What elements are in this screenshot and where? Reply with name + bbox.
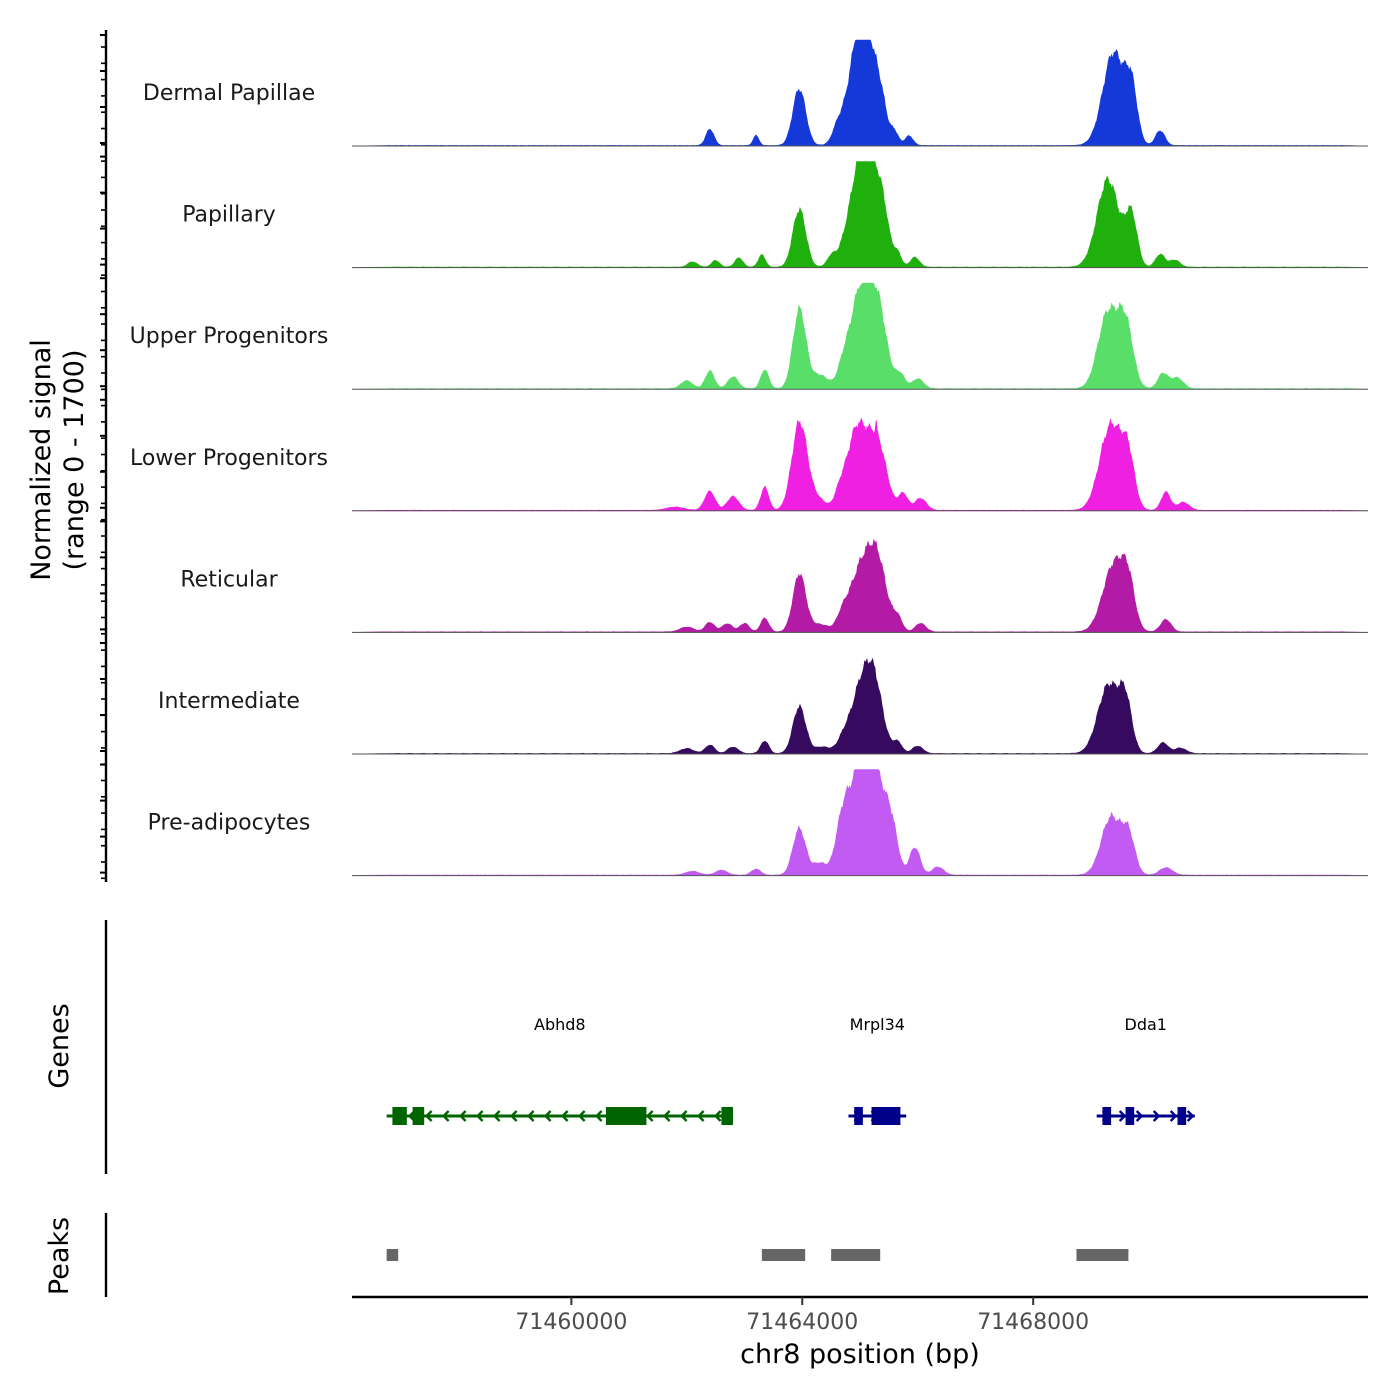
exon (1177, 1107, 1187, 1125)
track-labels: Dermal Papillae Papillary Upper Progenitor… (130, 81, 329, 836)
track-label: Reticular (180, 567, 278, 592)
genes-axis-title: Genes (44, 1003, 75, 1088)
track-label: Lower Progenitors (130, 446, 328, 471)
signal-area (351, 282, 1369, 390)
gene-label: Dda1 (1125, 1015, 1167, 1034)
peak-region (1076, 1249, 1129, 1261)
track-label: Intermediate (158, 689, 300, 714)
gene-mrpl34: Mrpl34 (848, 1015, 907, 1125)
strand-arrow (1169, 1110, 1178, 1122)
strand-arrow (543, 1110, 552, 1122)
track-label: Papillary (182, 203, 276, 228)
strand-arrow (526, 1110, 535, 1122)
strand-arrow (441, 1110, 450, 1122)
x-axis-title: chr8 position (bp) (740, 1339, 980, 1370)
signal-area (351, 769, 1369, 876)
exon (412, 1107, 425, 1125)
track-dermal-papillae (351, 39, 1369, 147)
track-papillary (351, 161, 1369, 269)
peaks-axis-title: Peaks (44, 1217, 75, 1295)
gene-label: Abhd8 (534, 1015, 586, 1034)
x-axis: 71460000 71464000 71468000 (352, 1295, 1368, 1335)
signal-area (351, 161, 1369, 268)
track-pre-adipocytes (351, 769, 1369, 877)
signal-area (351, 657, 1369, 755)
exon (392, 1107, 407, 1125)
strand-arrow (577, 1110, 586, 1122)
peak-region (761, 1249, 806, 1261)
exon (606, 1107, 647, 1125)
y-axis-range: (range 0 - 1700) (59, 350, 90, 571)
track-lower-progenitors (351, 417, 1369, 512)
x-tick-label: 71460000 (515, 1310, 627, 1335)
strand-arrow (645, 1110, 654, 1122)
peak-region (386, 1249, 399, 1261)
track-upper-progenitors (351, 282, 1369, 390)
gene-label: Mrpl34 (850, 1015, 905, 1034)
gene-panel: Abhd8 Mrpl34 Dda1 (104, 920, 1195, 1174)
exon (1102, 1107, 1112, 1125)
exon (1125, 1107, 1135, 1125)
gene-abhd8: Abhd8 (386, 1015, 733, 1125)
strand-arrow (1152, 1110, 1161, 1122)
exon (721, 1107, 733, 1125)
track-label: Pre-adipocytes (148, 811, 311, 836)
strand-arrow (560, 1110, 569, 1122)
signal-area (351, 417, 1369, 512)
strand-arrow (475, 1110, 484, 1122)
signal-area (351, 39, 1369, 147)
track-intermediate (351, 657, 1369, 755)
strand-arrow (696, 1110, 705, 1122)
exon (854, 1107, 863, 1125)
strand-arrow (1135, 1110, 1144, 1122)
strand-arrow (1118, 1110, 1127, 1122)
strand-arrow (713, 1110, 722, 1122)
gene-dda1: Dda1 (1096, 1015, 1195, 1125)
strand-arrow (594, 1110, 603, 1122)
track-label: Upper Progenitors (130, 324, 329, 349)
y-axis-title: Normalized signal (26, 339, 57, 581)
peak-panel (104, 1213, 1129, 1297)
exon (871, 1107, 901, 1125)
peak-region (831, 1249, 881, 1261)
signal-area (351, 538, 1369, 633)
strand-arrow (492, 1110, 501, 1122)
strand-arrow (424, 1110, 433, 1122)
strand-arrow (458, 1110, 467, 1122)
x-tick-label: 71464000 (746, 1310, 858, 1335)
strand-arrow (1186, 1110, 1195, 1122)
x-tick-label: 71468000 (977, 1310, 1089, 1335)
strand-arrow (662, 1110, 671, 1122)
track-label: Dermal Papillae (143, 81, 315, 106)
strand-arrow (509, 1110, 518, 1122)
strand-arrow (679, 1110, 688, 1122)
track-reticular (351, 538, 1369, 633)
signal-panel (100, 30, 1369, 882)
